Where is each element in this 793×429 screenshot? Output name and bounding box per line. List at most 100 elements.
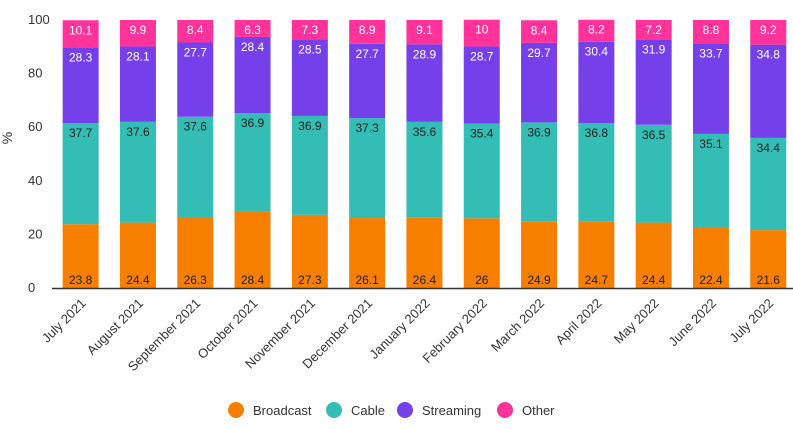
bar-stack: 26.1 37.3 27.7 8.9 bbox=[349, 20, 386, 288]
bar-segment-other bbox=[119, 20, 156, 47]
x-tick-label: August 2021 bbox=[84, 296, 146, 358]
bar-stack: 24.9 36.9 29.7 8.4 bbox=[521, 20, 558, 288]
bar-segment-cable bbox=[177, 116, 214, 218]
legend-swatch bbox=[228, 402, 244, 418]
data-label-cable: 36.5 bbox=[642, 128, 666, 142]
bar-segment-broadcast bbox=[406, 217, 443, 288]
bar-stack: 26 35.4 28.7 10 bbox=[463, 19, 500, 288]
y-axis-label: % bbox=[0, 132, 15, 144]
bar-segment-broadcast bbox=[291, 214, 328, 288]
legend-item-cable: Cable bbox=[326, 402, 385, 418]
data-label-other: 9.1 bbox=[416, 23, 433, 37]
data-label-broadcast: 24.4 bbox=[126, 273, 150, 287]
bar-segment-streaming bbox=[635, 39, 672, 125]
bar-segment-streaming bbox=[119, 46, 156, 122]
data-label-broadcast: 26.3 bbox=[184, 273, 208, 287]
bar-segment-streaming bbox=[62, 47, 99, 124]
bar-segment-streaming bbox=[234, 36, 271, 113]
bar-segment-other bbox=[521, 20, 558, 43]
data-label-streaming: 28.1 bbox=[126, 50, 150, 64]
bar-segment-broadcast bbox=[578, 221, 615, 288]
bar-segment-other bbox=[635, 20, 672, 40]
data-label-cable: 36.9 bbox=[298, 119, 322, 133]
legend-swatch bbox=[326, 402, 342, 418]
data-label-broadcast: 21.6 bbox=[757, 273, 781, 287]
bar-segment-broadcast bbox=[119, 222, 156, 288]
data-label-other: 7.2 bbox=[645, 23, 662, 37]
data-label-other: 9.2 bbox=[760, 23, 777, 37]
data-label-cable: 36.9 bbox=[241, 116, 265, 130]
data-label-other: 8.8 bbox=[703, 23, 720, 37]
data-label-streaming: 28.7 bbox=[470, 50, 494, 64]
bar-segment-cable bbox=[692, 133, 729, 228]
bar-stack: 24.4 36.5 31.9 7.2 bbox=[635, 20, 672, 288]
bar-stack: 26.4 35.6 28.9 9.1 bbox=[406, 20, 443, 288]
data-label-broadcast: 26.4 bbox=[413, 273, 437, 287]
bars-group: 23.837.728.310.124.437.628.19.926.337.62… bbox=[62, 19, 787, 288]
legend-label: Broadcast bbox=[253, 403, 312, 418]
data-label-other: 10 bbox=[475, 23, 489, 37]
data-label-cable: 35.4 bbox=[470, 126, 494, 140]
bar-stack: 23.8 37.7 28.3 10.1 bbox=[62, 20, 99, 288]
bar-segment-streaming bbox=[750, 44, 787, 138]
bar-segment-other bbox=[177, 20, 214, 43]
y-tick-label: 20 bbox=[28, 226, 42, 241]
bar-segment-broadcast bbox=[234, 211, 271, 288]
bar-segment-cable bbox=[463, 123, 500, 219]
y-tick-label: 0 bbox=[28, 280, 35, 295]
data-label-streaming: 27.7 bbox=[355, 47, 379, 61]
bar-stack: 24.7 36.8 30.4 8.2 bbox=[578, 19, 615, 288]
bar-segment-cable bbox=[406, 121, 443, 218]
legend-label: Cable bbox=[351, 403, 385, 418]
data-label-streaming: 30.4 bbox=[585, 45, 609, 59]
data-label-cable: 37.6 bbox=[184, 120, 208, 134]
bar-stack: 27.3 36.9 28.5 7.3 bbox=[291, 20, 328, 288]
data-label-broadcast: 23.8 bbox=[69, 273, 93, 287]
bar-segment-cable bbox=[521, 122, 558, 222]
legend-label: Other bbox=[522, 403, 555, 418]
legend-item-streaming: Streaming bbox=[397, 402, 481, 418]
data-label-cable: 35.6 bbox=[413, 125, 437, 139]
bar-segment-other bbox=[463, 19, 500, 47]
bar-segment-broadcast bbox=[635, 222, 672, 288]
y-tick-label: 60 bbox=[28, 119, 42, 134]
bar-segment-streaming bbox=[291, 39, 328, 116]
bar-stack: 28.4 36.9 28.4 6.3 bbox=[234, 20, 271, 288]
data-label-cable: 37.7 bbox=[69, 126, 93, 140]
bar-segment-broadcast bbox=[177, 217, 214, 288]
bar-segment-streaming bbox=[521, 42, 558, 123]
bar-segment-broadcast bbox=[463, 218, 500, 288]
data-label-cable: 35.1 bbox=[699, 137, 723, 151]
y-tick-label: 80 bbox=[28, 66, 42, 81]
bar-segment-cable bbox=[62, 123, 99, 225]
bar-segment-broadcast bbox=[349, 218, 386, 288]
data-label-streaming: 28.3 bbox=[69, 50, 93, 64]
legend: Broadcast Cable Streaming Other bbox=[228, 402, 555, 418]
data-label-other: 6.3 bbox=[244, 23, 261, 37]
data-label-broadcast: 27.3 bbox=[298, 273, 322, 287]
y-tick-label: 100 bbox=[28, 12, 50, 27]
bar-segment-other bbox=[750, 20, 787, 45]
data-label-broadcast: 26 bbox=[475, 273, 489, 287]
bar-segment-streaming bbox=[177, 42, 214, 117]
data-label-streaming: 28.5 bbox=[298, 43, 322, 57]
bar-segment-streaming bbox=[463, 46, 500, 124]
data-label-broadcast: 24.9 bbox=[527, 273, 551, 287]
x-tick-label: March 2022 bbox=[488, 296, 547, 355]
legend-swatch bbox=[497, 402, 513, 418]
legend-swatch bbox=[397, 402, 413, 418]
x-tick-label: July 2022 bbox=[726, 296, 776, 346]
bar-segment-other bbox=[406, 20, 443, 45]
data-label-broadcast: 24.4 bbox=[642, 273, 666, 287]
data-label-other: 8.4 bbox=[187, 23, 204, 37]
data-label-other: 8.4 bbox=[531, 23, 548, 37]
bar-stack: 21.6 34.4 34.8 9.2 bbox=[750, 20, 787, 288]
data-label-broadcast: 24.7 bbox=[585, 273, 609, 287]
data-label-cable: 36.8 bbox=[585, 126, 609, 140]
data-label-cable: 34.4 bbox=[757, 141, 781, 155]
data-label-streaming: 27.7 bbox=[184, 46, 208, 60]
data-label-broadcast: 28.4 bbox=[241, 273, 265, 287]
bar-segment-other bbox=[291, 20, 328, 40]
